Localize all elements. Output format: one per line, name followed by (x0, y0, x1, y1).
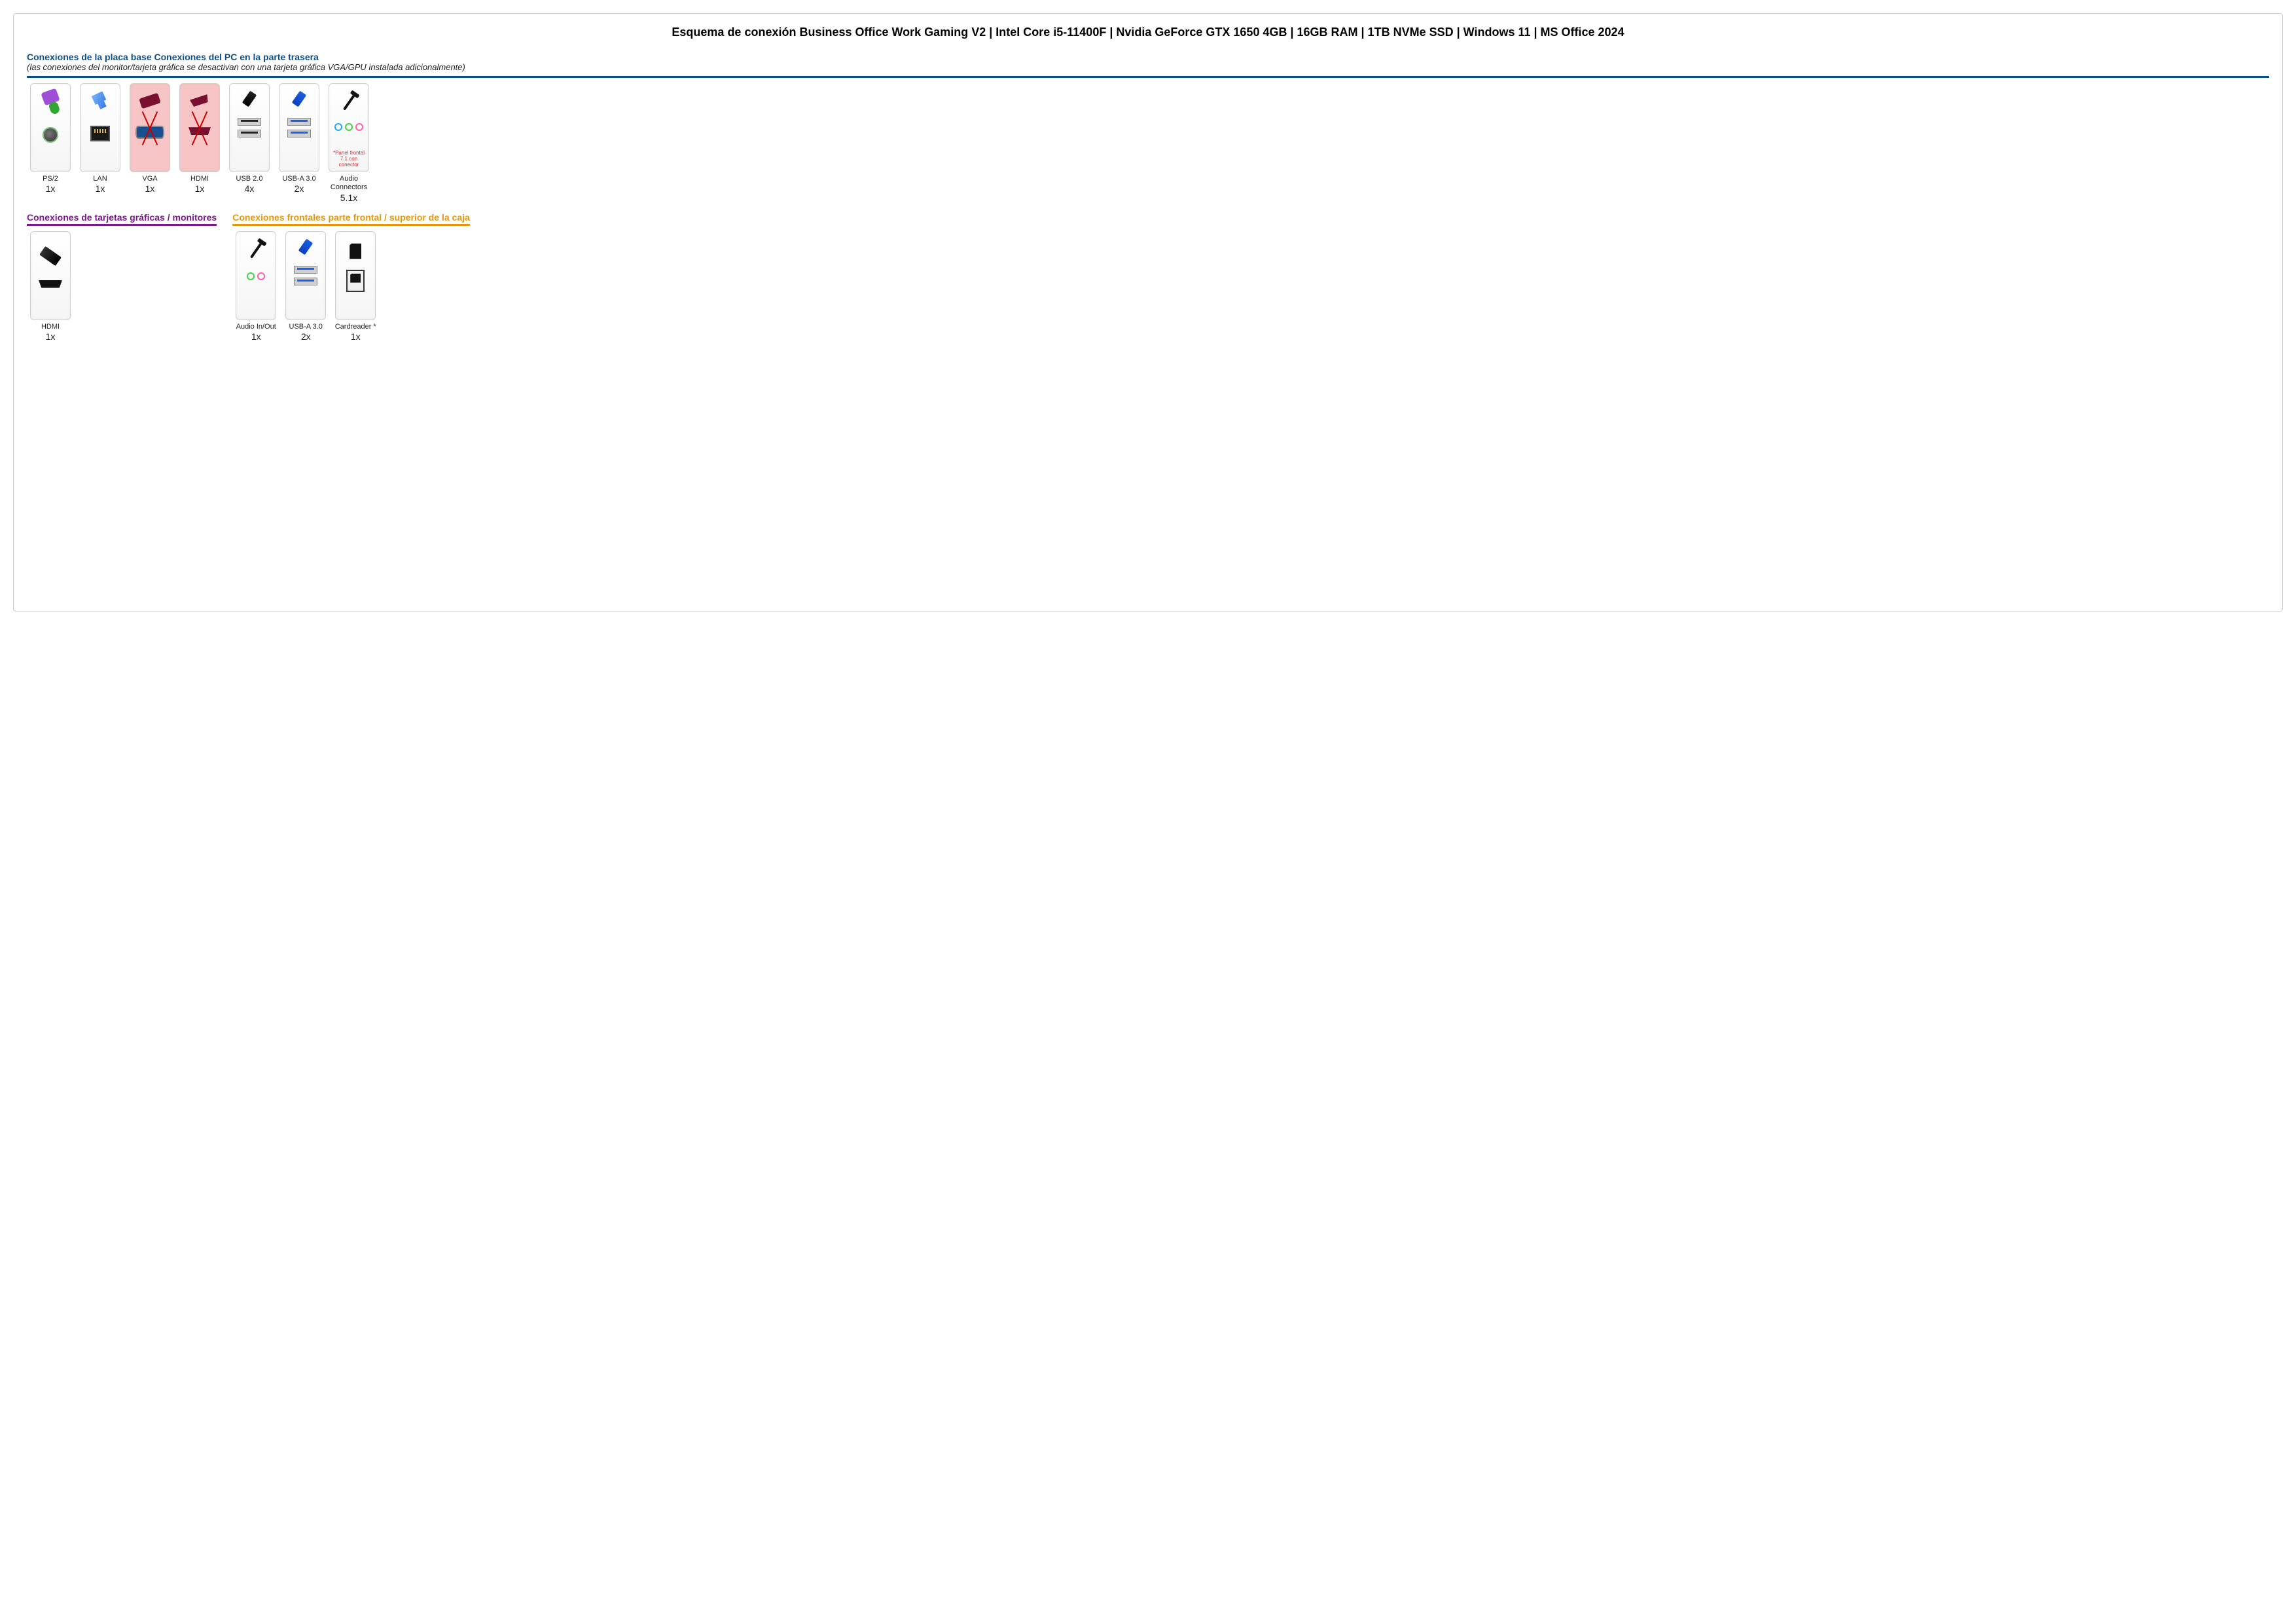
port-card-cardreader (335, 231, 376, 320)
port-item-usb2: USB 2.0 4x (226, 83, 273, 202)
port-count: 2x (301, 331, 311, 342)
port-label: Audio Connectors (325, 175, 372, 192)
page-title: Esquema de conexión Business Office Work… (27, 24, 2269, 40)
port-label: HDMI (190, 175, 209, 183)
section-motherboard-subheading: (las conexiones del monitor/tarjeta gráf… (27, 62, 2269, 72)
port-item-hdmi-mb: HDMI 1x (176, 83, 223, 202)
usb3-port-icon (294, 266, 317, 274)
port-count: 1x (145, 183, 155, 194)
section-motherboard-heading: Conexiones de la placa base Conexiones d… (27, 52, 2269, 62)
usb3-plug-icon (292, 91, 306, 107)
ps2-mouse-icon (48, 101, 60, 115)
port-count: 2x (295, 183, 304, 194)
section-motherboard: Conexiones de la placa base Conexiones d… (27, 52, 2269, 202)
port-count: 5.1x (340, 192, 357, 203)
jack-row (247, 272, 265, 280)
port-item-lan: LAN 1x (77, 83, 124, 202)
section-front-rule (232, 224, 470, 226)
motherboard-row: PS/2 1x LAN 1x VGA 1x (27, 83, 2269, 202)
port-label: Cardreader * (335, 323, 376, 331)
port-card-usb3 (279, 83, 319, 172)
port-card-usb3-front (285, 231, 326, 320)
port-item-ps2: PS/2 1x (27, 83, 74, 202)
usb3-port-icon (287, 118, 311, 126)
section-gpu-heading: Conexiones de tarjetas gráficas / monito… (27, 212, 217, 223)
port-item-vga: VGA 1x (126, 83, 173, 202)
usb2-port-icon (238, 130, 261, 137)
ps2-port-icon (44, 128, 57, 141)
port-card-audio-front (236, 231, 276, 320)
port-count: 1x (251, 331, 261, 342)
jack-icon (355, 123, 363, 131)
usb2-plug-icon (242, 91, 257, 107)
port-card-vga (130, 83, 170, 172)
jack-plug-icon (343, 96, 355, 111)
port-item-cardreader: Cardreader * 1x (332, 231, 379, 342)
sd-slot-icon (346, 270, 365, 292)
port-label: USB-A 3.0 (289, 323, 323, 331)
section-motherboard-rule (27, 76, 2269, 78)
port-label: USB 2.0 (236, 175, 263, 183)
jack-icon (345, 123, 353, 131)
port-count: 1x (46, 183, 56, 194)
port-item-audio: *Panel frontal 7.1 con conector Audio Co… (325, 83, 372, 202)
port-card-audio: *Panel frontal 7.1 con conector (329, 83, 369, 172)
hdmi-plug-icon (39, 246, 62, 266)
port-card-lan (80, 83, 120, 172)
port-label: PS/2 (43, 175, 58, 183)
jack-icon (257, 272, 265, 280)
section-gpu-rule (27, 224, 217, 226)
hdmi-port-icon (39, 280, 62, 288)
port-count: 1x (351, 331, 361, 342)
port-label: VGA (142, 175, 157, 183)
usb2-port-icon (238, 118, 261, 126)
hdmi-port-icon (188, 127, 211, 135)
port-label: USB-A 3.0 (282, 175, 315, 183)
sd-card-icon (350, 244, 361, 259)
usb3-plug-icon (298, 238, 313, 255)
lower-sections: Conexiones de tarjetas gráficas / monito… (27, 212, 2269, 342)
port-count: 1x (195, 183, 205, 194)
port-label: Audio In/Out (236, 323, 276, 331)
port-card-hdmi-mb (179, 83, 220, 172)
port-item-hdmi-gpu: HDMI 1x (27, 231, 74, 342)
section-front: Conexiones frontales parte frontal / sup… (232, 212, 470, 342)
port-item-usb3: USB-A 3.0 2x (276, 83, 323, 202)
port-count: 1x (46, 331, 56, 342)
port-label: HDMI (41, 323, 60, 331)
port-label: LAN (93, 175, 107, 183)
audio-footnote: *Panel frontal 7.1 con conector (331, 149, 367, 169)
diagram-frame: Esquema de conexión Business Office Work… (13, 13, 2283, 611)
port-item-usb3-front: USB-A 3.0 2x (282, 231, 329, 342)
section-front-heading: Conexiones frontales parte frontal / sup… (232, 212, 470, 223)
section-gpu: Conexiones de tarjetas gráficas / monito… (27, 212, 217, 342)
vga-port-icon (135, 126, 164, 139)
usb3-port-icon (294, 278, 317, 285)
usb3-port-icon (287, 130, 311, 137)
lan-plug-icon (89, 90, 111, 112)
port-card-ps2 (30, 83, 71, 172)
port-count: 4x (245, 183, 255, 194)
jack-plug-icon (250, 243, 262, 259)
jack-row (334, 123, 363, 131)
lan-port-icon (90, 126, 110, 141)
hdmi-plug-icon (190, 94, 209, 107)
port-count: 1x (96, 183, 105, 194)
port-item-audio-front: Audio In/Out 1x (232, 231, 279, 342)
jack-icon (334, 123, 342, 131)
vga-plug-icon (139, 93, 160, 109)
gpu-row: HDMI 1x (27, 231, 217, 342)
port-card-usb2 (229, 83, 270, 172)
jack-icon (247, 272, 255, 280)
port-card-hdmi-gpu (30, 231, 71, 320)
front-row: Audio In/Out 1x USB-A 3.0 2x (232, 231, 470, 342)
